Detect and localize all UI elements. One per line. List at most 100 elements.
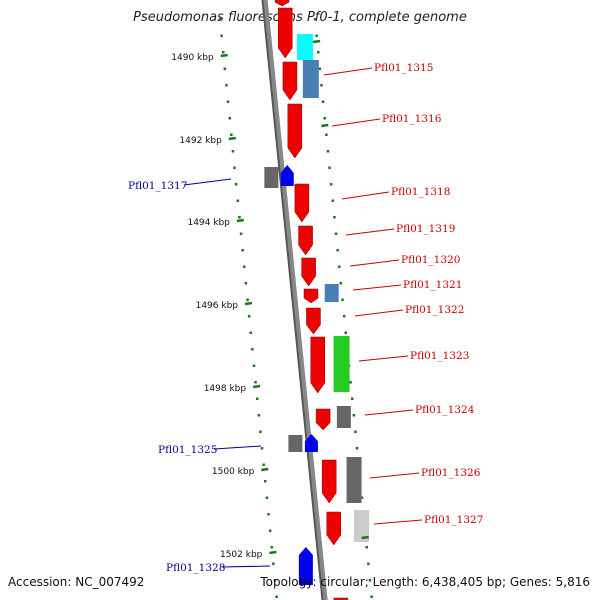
guide-dot xyxy=(222,51,225,54)
guide-dot xyxy=(318,67,322,70)
gene-label: Pfl01_1324 xyxy=(415,404,475,416)
gene-arrow xyxy=(310,336,326,394)
gene-label: Pfl01_1316 xyxy=(382,113,442,125)
guide-dot xyxy=(320,84,323,87)
guide-dot xyxy=(267,513,270,516)
guide-dot xyxy=(225,84,228,87)
gene-arrow-reverse xyxy=(280,165,294,186)
gene-label: Pfl01_1322 xyxy=(405,304,464,316)
guide-dot xyxy=(272,562,275,565)
guide-dot xyxy=(247,315,251,318)
guide-dot xyxy=(239,232,243,235)
gene-label: Pfl01_1326 xyxy=(421,467,481,479)
guide-dot xyxy=(275,595,278,598)
gene-arrow xyxy=(306,307,321,335)
guide-dot xyxy=(257,414,261,417)
guide-dot xyxy=(334,232,338,235)
guide-dot xyxy=(254,381,257,384)
gene-box xyxy=(324,284,339,302)
gene-box xyxy=(336,406,351,428)
gene-arrow-reverse xyxy=(298,547,313,585)
guide-dot xyxy=(220,34,223,37)
guide-dot xyxy=(246,298,249,301)
gene-arrow-reverse xyxy=(304,434,318,452)
guide-dot xyxy=(252,364,256,367)
label-leader xyxy=(349,259,400,267)
guide-dot xyxy=(268,529,272,532)
scale-tick-mark xyxy=(220,53,228,58)
guide-dot xyxy=(259,430,262,433)
guide-dot xyxy=(260,447,264,450)
guide-dot xyxy=(230,133,233,136)
label-leader xyxy=(352,284,402,291)
gene-label: Pfl01_1321 xyxy=(403,279,462,291)
guide-dot xyxy=(368,579,372,582)
guide-dot xyxy=(336,249,339,252)
backbone-line xyxy=(263,0,328,600)
guide-dot xyxy=(241,249,244,252)
gene-box xyxy=(288,435,303,452)
guide-dot xyxy=(342,315,346,318)
guide-dot xyxy=(321,100,325,103)
guide-dot xyxy=(231,150,235,153)
guide-dot xyxy=(328,166,331,169)
guide-dot xyxy=(338,265,341,268)
scale-tick-label: 1500 kbp xyxy=(212,467,255,477)
guide-dot xyxy=(325,133,328,136)
gene-arrow xyxy=(321,459,337,504)
guide-dot xyxy=(262,463,265,466)
gene-features xyxy=(264,0,370,600)
gene-box xyxy=(302,60,319,98)
label-leader xyxy=(183,178,232,186)
gene-label: Pfl01_1317 xyxy=(128,180,187,192)
scale-tick-label: 1492 kbp xyxy=(179,136,222,146)
label-leader xyxy=(373,519,423,525)
topology-text: Topology: circular; Length: 6,438,405 bp… xyxy=(260,575,590,589)
gene-arrow xyxy=(277,7,293,59)
gene-label: Pfl01_1318 xyxy=(391,186,450,198)
gene-label: Pfl01_1327 xyxy=(424,514,483,526)
gene-box xyxy=(346,457,362,503)
gene-arrow xyxy=(315,408,331,431)
map-title: Pseudomonas fluorescens Pf0-1, complete … xyxy=(133,10,467,25)
guide-dot xyxy=(317,51,320,54)
guide-dot xyxy=(238,216,241,219)
scale-ticks: 1490 kbp 1492 kbp 1494 kbp 1496 kbp 1498 kbp… xyxy=(171,39,369,560)
gene-arrow xyxy=(301,257,316,287)
guide-dot xyxy=(249,331,252,334)
gene-box xyxy=(333,336,350,392)
guide-dot xyxy=(349,381,352,384)
gene-label: Pfl01_1325 xyxy=(158,444,217,456)
genome-backbone xyxy=(261,0,328,600)
guide-dot xyxy=(315,34,318,37)
gene-label: Pfl01_1319 xyxy=(396,223,455,235)
guide-dot xyxy=(273,579,277,582)
guide-dot xyxy=(365,546,368,549)
guide-dot xyxy=(236,199,240,202)
guide-dot xyxy=(234,183,238,186)
label-leader xyxy=(364,409,414,416)
guide-dot xyxy=(223,67,227,70)
gene-box xyxy=(354,510,370,542)
scale-tick-mark xyxy=(228,136,236,141)
scale-tick-mark xyxy=(261,467,269,472)
guide-dot xyxy=(326,150,330,153)
label-leader xyxy=(331,118,381,127)
label-leader xyxy=(213,445,262,450)
gene-box xyxy=(264,167,279,188)
guide-dot xyxy=(264,480,267,483)
scale-tick-mark xyxy=(269,550,277,555)
gene-arrow xyxy=(326,511,342,546)
scale-tick-label: 1490 kbp xyxy=(171,53,214,63)
gene-labels: Pfl01_1315 Pfl01_1316 Pfl01_1317 Pfl01_1318… xyxy=(128,62,483,574)
scale-tick-mark xyxy=(252,384,261,389)
guide-dot xyxy=(331,199,335,202)
scale-tick-label: 1502 kbp xyxy=(220,550,263,560)
guide-dot xyxy=(226,100,230,103)
gene-box xyxy=(296,34,313,60)
label-leader xyxy=(221,565,271,568)
guide-dot xyxy=(329,183,333,186)
label-leader xyxy=(369,472,420,479)
guide-dot xyxy=(355,447,359,450)
